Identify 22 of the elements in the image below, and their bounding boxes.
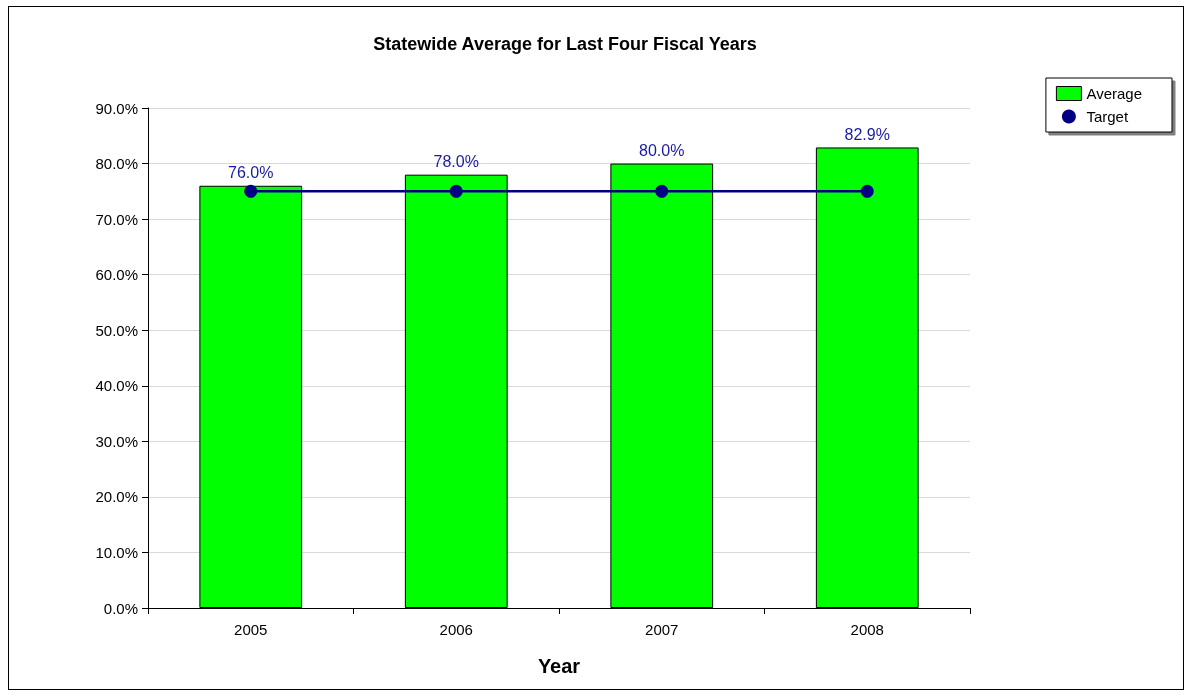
legend-label: Target xyxy=(1086,108,1129,125)
y-tick-label: 10.0% xyxy=(95,543,138,561)
data-label: 82.9% xyxy=(844,125,890,143)
y-tick-label: 20.0% xyxy=(95,488,138,506)
y-tick-label: 60.0% xyxy=(95,266,138,284)
x-tick-label: 2007 xyxy=(645,621,679,638)
legend-label: Average xyxy=(1086,85,1143,102)
x-tick-label: 2006 xyxy=(439,621,473,638)
y-tick-label: 90.0% xyxy=(95,99,138,117)
x-tick-label: 2005 xyxy=(234,621,268,638)
y-tick-label: 30.0% xyxy=(95,432,138,450)
y-tick-label: 50.0% xyxy=(95,321,138,339)
x-tick-label: 2008 xyxy=(850,621,884,638)
data-label: 80.0% xyxy=(639,142,685,160)
y-tick-label: 70.0% xyxy=(95,210,138,228)
y-tick-label: 40.0% xyxy=(95,377,138,395)
data-label: 76.0% xyxy=(228,164,274,182)
x-axis-title: Year xyxy=(537,655,581,677)
y-tick-label: 80.0% xyxy=(95,155,138,173)
data-label: 78.0% xyxy=(433,153,479,171)
y-tick-label: 0.0% xyxy=(103,599,138,617)
chart-title: Statewide Average for Last Four Fiscal Years xyxy=(373,34,757,54)
